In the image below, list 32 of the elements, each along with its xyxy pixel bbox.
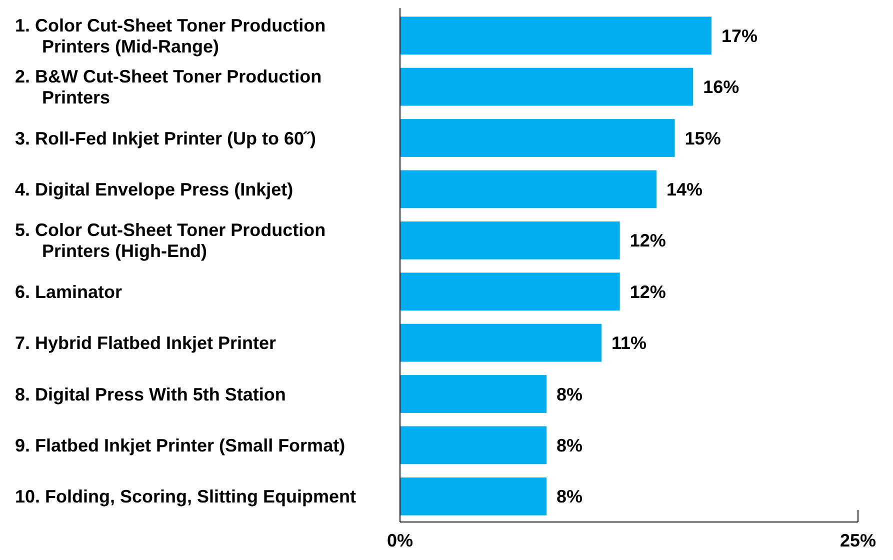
bar — [400, 272, 620, 311]
data-label: 8% — [556, 436, 583, 456]
y-tick-label: 9. Flatbed Inkjet Printer (Small Format) — [15, 436, 346, 456]
y-tick-label: 8. Digital Press With 5th Station — [15, 384, 286, 404]
data-label: 17% — [721, 26, 758, 46]
x-tick-label: 25% — [840, 530, 876, 551]
data-label: 12% — [630, 282, 666, 302]
bar — [400, 426, 547, 464]
bar — [400, 375, 547, 413]
y-tick-label: 4. Digital Envelope Press (Inkjet) — [15, 180, 294, 200]
bar — [400, 477, 547, 516]
x-tick-label: 0% — [386, 530, 414, 551]
data-label: 14% — [666, 180, 703, 200]
data-label: 11% — [612, 333, 647, 354]
bar — [400, 119, 675, 157]
bar — [400, 68, 694, 106]
data-label: 12% — [630, 230, 666, 251]
y-tick-label: 1. Color Cut-Sheet Toner Production Printers (Mid-Range) — [15, 15, 326, 56]
bar — [400, 324, 602, 362]
y-tick-label: 7. Hybrid Flatbed Inkjet Printer — [15, 333, 276, 354]
bar — [400, 16, 712, 55]
y-tick-label: 10. Folding, Scoring, Slitting Equipment — [15, 486, 356, 507]
y-tick-label: 6. Laminator — [15, 282, 122, 302]
data-label: 15% — [684, 128, 721, 148]
y-tick-label: 5. Color Cut-Sheet Toner Production Printers (High-End) — [15, 220, 326, 262]
data-label: 16% — [703, 77, 740, 98]
y-tick-label: 2. B&W Cut-Sheet Toner Production Printers — [15, 66, 322, 108]
y-tick-label: 3. Roll-Fed Inkjet Printer (Up to 60˝) — [15, 128, 316, 148]
data-label: 8% — [556, 384, 583, 404]
bar — [400, 221, 620, 260]
bar — [400, 170, 656, 208]
data-label: 8% — [556, 486, 583, 507]
